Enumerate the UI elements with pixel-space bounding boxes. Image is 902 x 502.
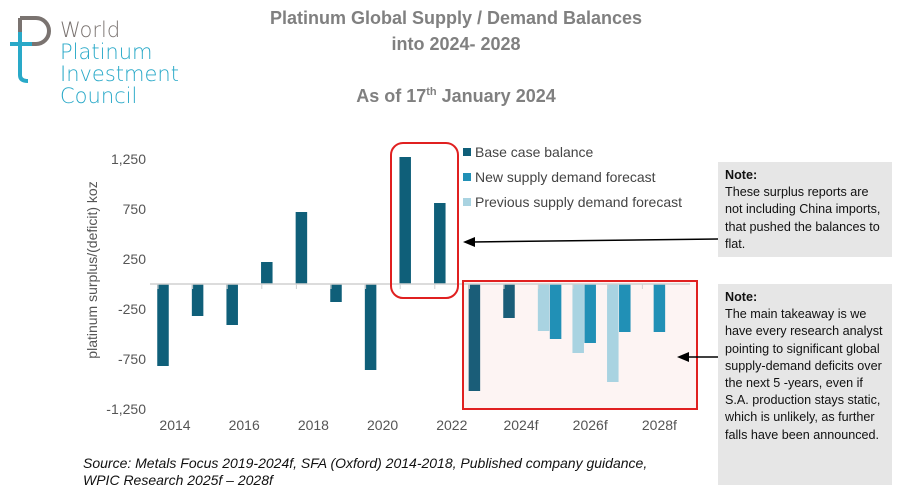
forecast-highlight-box <box>462 280 698 410</box>
bar-2027f-series-1 <box>619 284 631 332</box>
legend-label: Previous supply demand forecast <box>475 194 682 210</box>
bar-2019-series-0 <box>330 284 342 302</box>
x-tick-label: 2024f <box>503 417 538 433</box>
x-tick-label: 2016 <box>229 417 260 433</box>
bar-2016-series-0 <box>226 284 238 325</box>
legend-swatch <box>463 148 471 156</box>
as-of-date: As of 17th January 2024 <box>0 86 902 107</box>
chart-title-line1: Platinum Global Supply / Demand Balances <box>269 8 643 28</box>
note-text: These surplus reports are not including … <box>725 185 881 251</box>
as-of-suffix: January 2024 <box>436 86 556 106</box>
legend-label: New supply demand forecast <box>475 169 656 185</box>
bar-2027f-series-2 <box>607 284 619 382</box>
logo-text-platinum: Platinum <box>60 40 153 64</box>
x-tick-label: 2018 <box>298 417 329 433</box>
logo-text-council: Council <box>60 84 138 108</box>
logo-text-world: World <box>60 18 121 42</box>
bar-2028f-series-1 <box>653 284 666 332</box>
note-heading: Note: <box>725 290 758 304</box>
as-of-prefix: As of 17 <box>356 86 427 106</box>
arrow-note-1 <box>463 237 719 247</box>
y-tick-label: -250 <box>118 301 146 317</box>
bar-2025f-series-1 <box>549 284 562 339</box>
y-tick-label: 1,250 <box>111 151 146 167</box>
y-tick-label: 250 <box>123 251 147 267</box>
legend-swatch <box>463 198 471 206</box>
chart-title-line2: into 2024- 2028 <box>391 34 521 54</box>
note-text: The main takeaway is we have every resea… <box>725 307 883 442</box>
note-main-takeaway: Note: The main takeaway is we have every… <box>718 284 892 485</box>
bar-2015-series-0 <box>191 284 204 316</box>
bar-2017-series-0 <box>261 262 273 284</box>
note-heading: Note: <box>725 168 758 182</box>
bar-2014-series-0 <box>157 284 169 366</box>
legend-label: Base case balance <box>475 144 594 160</box>
x-tick-label: 2020 <box>367 417 398 433</box>
bar-2025f-series-2 <box>537 284 550 331</box>
logo-text-investment: Investment <box>60 62 179 86</box>
legend-swatch <box>463 173 471 181</box>
bar-2023-series-0 <box>468 284 481 391</box>
x-tick-label: 2028f <box>642 417 677 433</box>
y-tick-label: -1,250 <box>106 401 146 417</box>
y-axis-title: platinum surplus/(deficit) koz <box>84 181 100 358</box>
y-tick-label: 750 <box>123 201 147 217</box>
x-tick-label: 2022 <box>436 417 467 433</box>
as-of-sup: th <box>426 86 437 98</box>
note-china-imports: Note: These surplus reports are not incl… <box>718 162 892 257</box>
bar-2021-series-0 <box>399 157 411 284</box>
bar-2026f-series-2 <box>572 284 584 353</box>
bar-2020-series-0 <box>364 284 377 370</box>
source-note: Source: Metals Focus 2019-2024f, SFA (Ox… <box>83 455 647 489</box>
x-tick-label: 2014 <box>159 417 190 433</box>
source-line-2: WPIC Research 2025f – 2028f <box>83 472 273 488</box>
y-tick-label: -750 <box>118 351 146 367</box>
x-tick-label: 2026f <box>573 417 608 433</box>
bar-2018-series-0 <box>295 212 308 284</box>
arrow-note-2 <box>677 352 718 362</box>
bar-2024f-series-0 <box>503 284 515 318</box>
bar-2022-series-0 <box>434 203 446 284</box>
bar-2026f-series-1 <box>584 284 596 343</box>
surplus-highlight-box <box>390 142 459 299</box>
source-line-1: Source: Metals Focus 2019-2024f, SFA (Ox… <box>83 455 648 471</box>
